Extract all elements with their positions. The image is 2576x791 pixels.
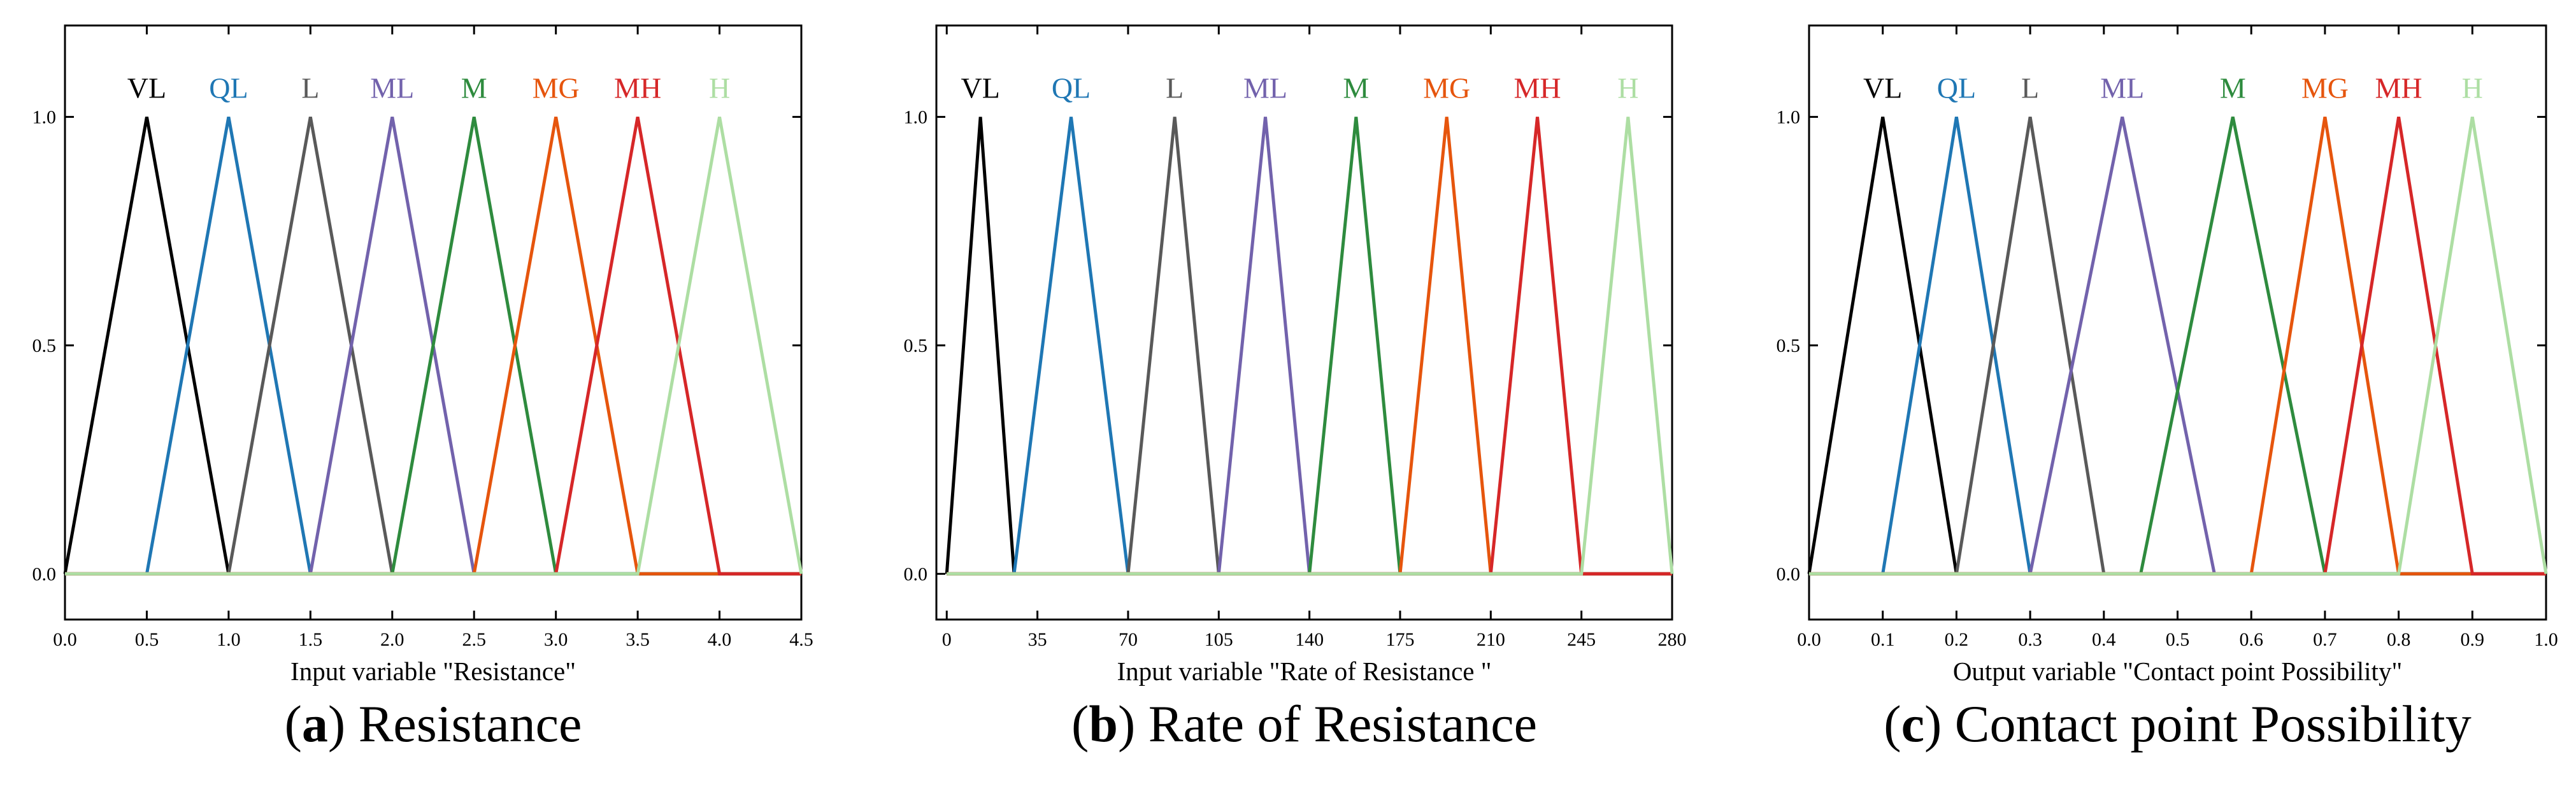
chart-panel-c: 0.0 0.1 0.2 0.3 0.4 0.5 0.6 0.7 0.8 0.9 1.0 0.0 0.5 1… xyxy=(1777,24,2558,753)
x-tick-label: 0.2 xyxy=(1945,629,1969,650)
mf-label-vl: VL xyxy=(1863,71,1902,104)
x-tick-label: 2.0 xyxy=(380,629,404,650)
y-tick-label: 0.5 xyxy=(904,335,928,356)
plot-frame xyxy=(64,24,803,621)
x-tick-label: 0.1 xyxy=(1871,629,1895,650)
x-tick-label: 4.0 xyxy=(708,629,732,650)
x-tick-label: 3.5 xyxy=(626,629,650,650)
mf-label-l: L xyxy=(301,71,319,104)
x-tick-label: 0.0 xyxy=(53,629,77,650)
mf-label-ml: ML xyxy=(1243,71,1287,104)
x-tick-label: 0.7 xyxy=(2313,629,2337,650)
mf-label-mh: MH xyxy=(614,71,661,104)
x-tick-label: 70 xyxy=(1119,629,1138,650)
chart-panel-b: 0 35 70 105 140 175 210 245 280 0.0 0.5 1.0 VL QL L ML M… xyxy=(904,24,1687,753)
y-tick-label: 1.0 xyxy=(1777,106,1801,127)
mf-label-ml: ML xyxy=(370,71,414,104)
x-axis-title: Output variable "Contact point Possibili… xyxy=(1953,657,2402,686)
chart-panel-a: 0.0 0.5 1.0 1.5 2.0 2.5 3.0 3.5 4.0 4.5 0.0 0.5 1.0 V… xyxy=(32,24,813,753)
x-tick-label: 0.6 xyxy=(2239,629,2263,650)
panel-caption: (b) Rate of Resistance xyxy=(1071,695,1537,753)
mf-line-mh xyxy=(947,117,1672,576)
mf-label-vl: VL xyxy=(961,71,999,104)
panel-caption: (c) Contact point Possibility xyxy=(1884,695,2471,753)
x-tick-label: 0.3 xyxy=(2018,629,2042,650)
y-tick-label: 0.0 xyxy=(1777,563,1801,584)
mf-label-ql: QL xyxy=(209,71,248,104)
x-tick-label: 35 xyxy=(1028,629,1047,650)
mf-label-ql: QL xyxy=(1937,71,1976,104)
mf-line-mg xyxy=(947,117,1672,576)
mf-label-mh: MH xyxy=(2375,71,2422,104)
mf-label-mg: MG xyxy=(2301,71,2349,104)
x-tick-label: 210 xyxy=(1477,629,1505,650)
mf-line-vl xyxy=(945,117,1672,576)
x-tick-label: 4.5 xyxy=(789,629,813,650)
x-tick-label: 0.4 xyxy=(2092,629,2116,650)
x-tick-label: 3.0 xyxy=(544,629,568,650)
x-tick-label: 0.9 xyxy=(2461,629,2485,650)
mf-line-ml xyxy=(947,117,1672,576)
mf-label-m: M xyxy=(1343,71,1369,104)
x-axis-title: Input variable "Resistance" xyxy=(290,657,576,686)
y-tick-label: 1.0 xyxy=(32,106,57,127)
x-tick-label: 0 xyxy=(942,629,952,650)
x-tick-label: 245 xyxy=(1567,629,1596,650)
x-tick-label: 105 xyxy=(1205,629,1233,650)
x-tick-label: 140 xyxy=(1295,629,1324,650)
mf-label-m: M xyxy=(2220,71,2246,104)
mf-label-ql: QL xyxy=(1052,71,1091,104)
x-tick-label: 1.0 xyxy=(217,629,241,650)
x-tick-label: 0.5 xyxy=(135,629,159,650)
x-tick-label: 0.5 xyxy=(2166,629,2190,650)
y-tick-label: 0.0 xyxy=(904,563,928,584)
mf-line-m xyxy=(65,116,801,576)
panel-caption: (a) Resistance xyxy=(285,695,582,753)
mf-line-h xyxy=(65,116,803,576)
mf-label-vl: VL xyxy=(127,71,166,104)
mf-label-mg: MG xyxy=(1423,71,1470,104)
mf-label-h: H xyxy=(709,71,730,104)
y-tick-label: 0.5 xyxy=(32,335,57,356)
mf-label-l: L xyxy=(2021,71,2039,104)
mf-line-l xyxy=(947,117,1672,576)
mf-line-h xyxy=(947,117,1674,576)
x-tick-label: 175 xyxy=(1385,629,1414,650)
mf-label-mg: MG xyxy=(533,71,580,104)
mf-line-m xyxy=(947,117,1672,576)
plot-frame xyxy=(935,24,1673,621)
mf-label-ml: ML xyxy=(2100,71,2144,104)
mf-label-m: M xyxy=(461,71,487,104)
x-tick-label: 0.0 xyxy=(1797,629,1821,650)
x-tick-label: 1.5 xyxy=(299,629,323,650)
y-tick-label: 0.0 xyxy=(32,563,57,584)
y-tick-label: 1.0 xyxy=(904,106,928,127)
mf-line-ql xyxy=(947,117,1672,576)
x-tick-label: 280 xyxy=(1658,629,1687,650)
mf-label-h: H xyxy=(1617,71,1638,104)
x-tick-label: 0.8 xyxy=(2387,629,2411,650)
mf-line-h xyxy=(1809,116,2548,576)
mf-label-l: L xyxy=(1166,71,1184,104)
mf-label-mh: MH xyxy=(1513,71,1561,104)
y-tick-label: 0.5 xyxy=(1777,335,1801,356)
x-tick-label: 1.0 xyxy=(2534,629,2558,650)
x-axis-title: Input variable "Rate of Resistance " xyxy=(1117,657,1492,686)
mf-label-h: H xyxy=(2462,71,2483,104)
plot-frame xyxy=(1808,24,2547,621)
x-tick-label: 2.5 xyxy=(462,629,486,650)
